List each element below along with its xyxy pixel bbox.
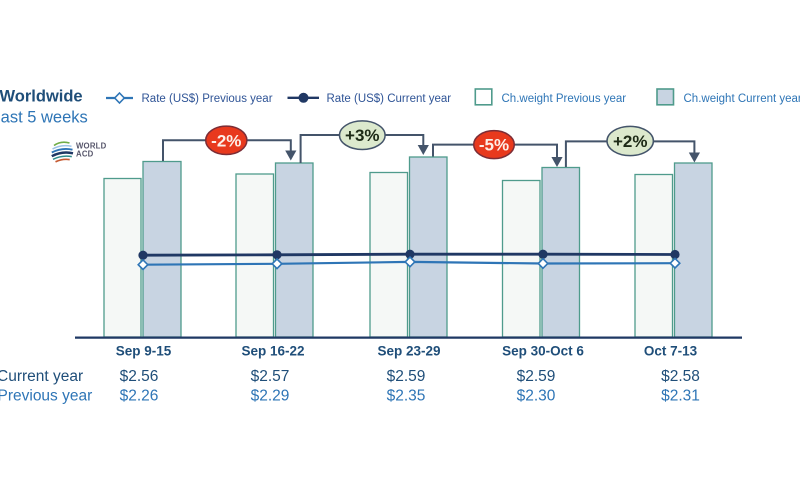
- svg-text:+2%: +2%: [613, 132, 648, 151]
- svg-text:-2%: -2%: [211, 131, 241, 150]
- svg-text:ACD: ACD: [76, 150, 94, 159]
- svg-text:-5%: -5%: [479, 136, 509, 155]
- svg-text:Rate (US$) Previous year: Rate (US$) Previous year: [142, 93, 273, 105]
- svg-text:Ch.weight Current year: Ch.weight Current year: [684, 93, 800, 105]
- svg-text:Oct 7-13: Oct 7-13: [644, 344, 698, 359]
- svg-text:$2.31: $2.31: [661, 388, 700, 405]
- svg-text:Sep 16-22: Sep 16-22: [241, 344, 304, 359]
- svg-text:$2.57: $2.57: [251, 368, 290, 385]
- svg-text:$2.26: $2.26: [120, 388, 159, 405]
- svg-text:Worldwide: Worldwide: [0, 88, 83, 106]
- svg-text:$2.56: $2.56: [120, 368, 159, 385]
- svg-text:Current year: Current year: [0, 368, 83, 385]
- svg-text:$2.30: $2.30: [517, 388, 556, 405]
- svg-text:$2.59: $2.59: [387, 368, 426, 385]
- svg-text:$2.29: $2.29: [251, 388, 290, 405]
- svg-text:Sep 30-Oct 6: Sep 30-Oct 6: [502, 344, 584, 359]
- svg-text:+3%: +3%: [345, 126, 380, 145]
- svg-text:$2.59: $2.59: [517, 368, 556, 385]
- svg-text:last 5 weeks: last 5 weeks: [0, 109, 88, 127]
- svg-text:Sep 9-15: Sep 9-15: [116, 344, 172, 359]
- svg-text:Sep 23-29: Sep 23-29: [377, 344, 440, 359]
- svg-text:Ch.weight Previous year: Ch.weight Previous year: [502, 93, 627, 105]
- svg-text:$2.58: $2.58: [661, 368, 700, 385]
- svg-text:Previous year: Previous year: [0, 388, 92, 405]
- svg-text:Rate (US$) Current year: Rate (US$) Current year: [327, 93, 452, 105]
- svg-text:$2.35: $2.35: [387, 388, 426, 405]
